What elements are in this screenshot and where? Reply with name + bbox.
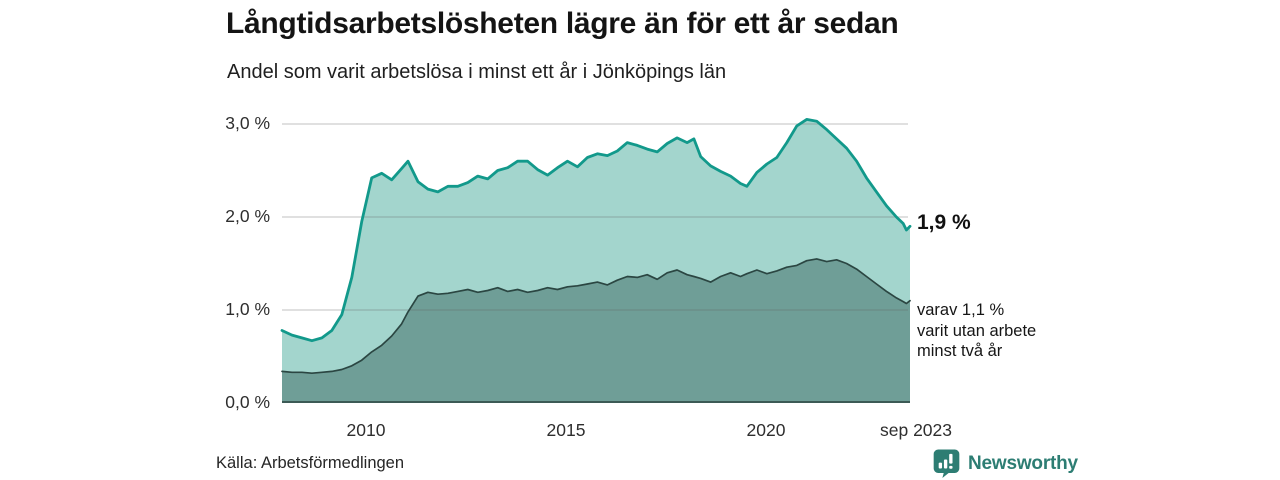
two-year-annotation-line-3: minst två år bbox=[917, 342, 1003, 360]
x-tick-label-2020: 2020 bbox=[746, 420, 786, 440]
series-line-0 bbox=[280, 118, 912, 343]
newsworthy-bubble-chart-icon bbox=[933, 449, 960, 478]
x-tick-label-2015: 2015 bbox=[546, 420, 586, 440]
source-credit: Källa: Arbetsförmedlingen bbox=[216, 454, 405, 472]
brand-name: Newsworthy bbox=[968, 452, 1078, 474]
two-year-annotation-line-2: varit utan arbete bbox=[917, 321, 1037, 340]
page-title: Långtidsarbetslösheten lägre än för ett … bbox=[226, 7, 899, 40]
y-tick-label-2: 2,0 % bbox=[225, 206, 270, 226]
x-tick-label-2010: 2010 bbox=[346, 420, 386, 440]
y-tick-label-3: 3,0 % bbox=[225, 113, 270, 133]
x-tick-label-sep-2023: sep 2023 bbox=[879, 420, 953, 440]
chart-subtitle: Andel som varit arbetslösa i minst ett å… bbox=[227, 61, 727, 83]
series-line-1 bbox=[281, 258, 911, 375]
latest-value-label-total: 1,9 % bbox=[917, 211, 971, 234]
y-tick-label-1: 1,0 % bbox=[225, 299, 270, 319]
latest-value-label-two-year: varav 1,1 % varit utan arbete minst två … bbox=[917, 300, 1036, 362]
two-year-annotation-line-1: varav 1,1 % bbox=[917, 301, 1005, 319]
brand-logo: Newsworthy bbox=[933, 449, 1078, 478]
y-tick-label-0: 0,0 % bbox=[225, 392, 270, 412]
